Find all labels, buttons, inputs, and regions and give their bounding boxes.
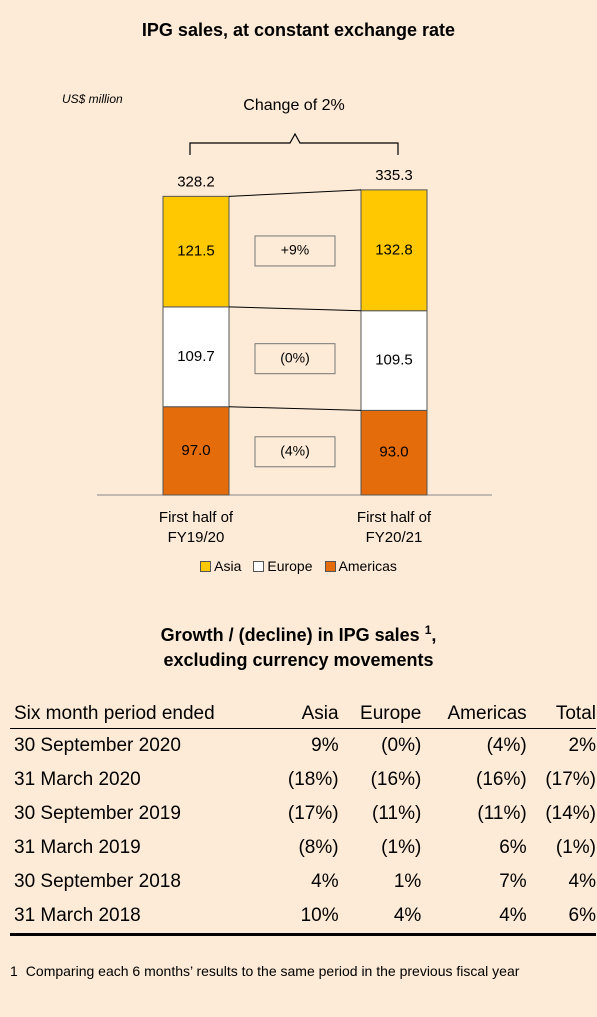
- table-cell: 9%: [311, 735, 339, 756]
- table-cell: 30 September 2020: [14, 735, 181, 756]
- table-row: 30 September 2019 (17%) (11%) (11%) (14%): [10, 797, 596, 831]
- legend-label: Americas: [338, 558, 397, 574]
- table-row: 30 September 2020 9% (0%) (4%) 2%: [10, 729, 596, 764]
- table-cell: (1%): [555, 837, 596, 858]
- table-cell: (8%): [298, 837, 339, 858]
- footnote: 1 Comparing each 6 months’ results to th…: [10, 962, 580, 981]
- table-cell: 30 September 2019: [14, 803, 181, 824]
- table-cell: 4%: [568, 871, 596, 892]
- table-cell: 6%: [526, 899, 596, 936]
- annotation: Change of 2%: [243, 97, 344, 114]
- change-label: (4%): [280, 442, 310, 458]
- chart-title: IPG sales, at constant exchange rate: [141, 20, 456, 40]
- legend-swatch: [324, 560, 336, 572]
- brace: [189, 132, 399, 155]
- table-title-text: Growth / (decline) in IPG sales: [160, 625, 420, 645]
- legend: Asia Europe Americas: [0, 558, 597, 574]
- table-row: 31 March 2018 10% 4% 4% 6%: [10, 899, 596, 936]
- column-header: Asia: [269, 700, 339, 729]
- table-cell: 30 September 2018: [14, 871, 181, 892]
- legend-label: Asia: [214, 558, 242, 574]
- table-cell: (18%): [287, 769, 339, 790]
- unit-label: US$ million: [62, 92, 123, 106]
- table-cell: (1%): [381, 837, 422, 858]
- table-title-line2: excluding currency movements: [163, 650, 434, 670]
- table-cell: 4%: [338, 899, 422, 936]
- legend-entry: Americas: [324, 558, 397, 574]
- table-cell: (17%): [287, 803, 339, 824]
- table-title-end: ,: [431, 625, 437, 645]
- legend-label: Europe: [267, 558, 313, 574]
- table-cell: 31 March 2020: [14, 769, 141, 790]
- legend-swatch: [253, 560, 265, 572]
- table-row: 31 March 2020 (18%) (16%) (16%) (17%): [10, 763, 596, 797]
- table-cell: 2%: [568, 735, 596, 756]
- connector: [228, 189, 362, 197]
- change-box: [254, 343, 336, 375]
- column-header: Europe: [338, 700, 422, 729]
- value-label: 109.5: [375, 352, 413, 369]
- table-row: 31 March 2019 (8%) (1%) 6% (1%): [10, 831, 596, 865]
- chart: Change of 2% 97.0 109.7 121.5 328.2 93.0 109.…: [97, 97, 492, 496]
- table-row: 30 September 2018 4% 1% 7% 4%: [10, 865, 596, 899]
- table-cell: (16%): [476, 769, 527, 790]
- table-cell: 6%: [499, 837, 527, 858]
- change-label: +9%: [281, 242, 309, 258]
- total-label: 328.2: [177, 173, 215, 190]
- legend-entry: Europe: [253, 558, 313, 574]
- value-label: 97.0: [181, 442, 210, 459]
- x-tick-label: First half of FY20/21: [356, 509, 432, 546]
- table-cell: (4%): [486, 735, 527, 756]
- change-label: (0%): [280, 349, 310, 365]
- table-cell: 1%: [393, 871, 422, 892]
- bar-segment: [360, 310, 428, 411]
- bar-segment: [162, 195, 230, 308]
- table: Six month period ended Asia Europe Americas…: [10, 700, 596, 936]
- value-label: 121.5: [177, 243, 215, 260]
- value-label: 93.0: [379, 444, 408, 461]
- bar-segment: [360, 189, 428, 312]
- table-cell: (11%): [372, 803, 422, 824]
- table-cell: 4%: [421, 899, 527, 936]
- table-cell: 4%: [311, 871, 339, 892]
- column-header: Americas: [421, 700, 527, 729]
- table-cell: (17%): [545, 769, 596, 790]
- table-title: Growth / (decline) in IPG sales 1, exclu…: [0, 618, 597, 673]
- change-box: [254, 235, 336, 267]
- table-cell: (14%): [545, 803, 596, 824]
- table-cell: 31 March 2018: [10, 899, 270, 936]
- table-cell: 31 March 2019: [14, 837, 141, 858]
- table-cell: 10%: [269, 899, 339, 936]
- total-label: 335.3: [375, 167, 413, 184]
- table-cell: (0%): [381, 735, 422, 756]
- value-label: 132.8: [375, 241, 413, 258]
- change-box: [254, 436, 336, 468]
- column-header: Six month period ended: [10, 700, 270, 729]
- table-cell: (16%): [370, 769, 422, 790]
- value-label: 109.7: [177, 348, 215, 365]
- table-title-note: 1: [424, 623, 432, 637]
- connector: [228, 306, 362, 312]
- legend-swatch: [200, 560, 212, 572]
- bar-segment: [360, 409, 428, 496]
- table-cell: 7%: [499, 871, 527, 892]
- bar-segment: [162, 406, 230, 496]
- column-header: Total: [526, 700, 596, 729]
- connector: [228, 406, 362, 411]
- legend-entry: Asia: [200, 558, 241, 574]
- table-cell: (11%): [477, 803, 527, 824]
- footnote-text: Comparing each 6 months’ results to the …: [25, 963, 520, 979]
- footnote-number: 1: [10, 963, 18, 979]
- x-tick-label: First half of FY19/20: [158, 509, 234, 546]
